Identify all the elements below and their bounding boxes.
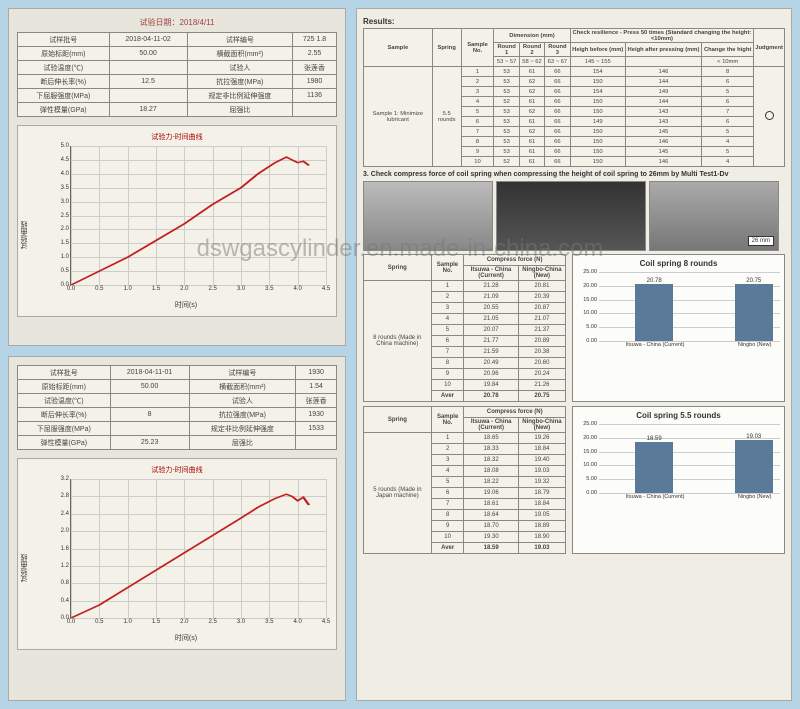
photo-1: [363, 181, 493, 251]
test-date: 试验日期：2018/4/11: [17, 17, 337, 28]
chart-1: 试验曲线 试验力-时间曲线 0.00.51.01.52.02.53.03.54.…: [17, 125, 337, 317]
photo-row: 26 mm: [363, 181, 785, 251]
photo-3: 26 mm: [649, 181, 779, 251]
test-report-2: 试样批号2018-04-11-01试样编号1930原始标距(mm)50.00横截…: [8, 356, 346, 701]
chart-side-label: 试验曲线: [20, 221, 30, 249]
results-page: Results: Sample Spring Sample No. Dimens…: [356, 8, 792, 701]
info-table-2: 试样批号2018-04-11-01试样编号1930原始标距(mm)50.00横截…: [17, 365, 337, 450]
bar-chart-5: Coil spring 5.5 rounds 0.005.0010.0015.0…: [572, 406, 785, 554]
chart-area: 0.00.51.01.52.02.53.03.54.04.55.00.00.51…: [70, 146, 326, 286]
compress-8-table: SpringSample No.Compress force (N) Itsuw…: [363, 254, 566, 402]
bar-chart-title: Coil spring 5.5 rounds: [577, 411, 780, 420]
chart-side-label: 试验曲线: [20, 554, 30, 582]
bar-area: 0.005.0010.0015.0020.0025.0020.78Itsuwa …: [599, 272, 780, 342]
height-marker: 26 mm: [748, 236, 774, 246]
bar-chart-title: Coil spring 8 rounds: [577, 259, 780, 268]
x-axis-title: 时间(s): [42, 633, 330, 643]
bar-area: 0.005.0010.0015.0020.0025.0018.59Itsuwa …: [599, 424, 780, 494]
info-table-1: 试样批号2018-04-11-02试样编号725 1.8原始标距(mm)50.0…: [17, 32, 337, 117]
bar-chart-8: Coil spring 8 rounds 0.005.0010.0015.002…: [572, 254, 785, 402]
compress-5-table: SpringSample No.Compress force (N) Itsuw…: [363, 406, 566, 554]
results-title: Results:: [363, 17, 785, 26]
chart-title: 试验力-时间曲线: [24, 465, 330, 475]
x-axis-title: 时间(s): [42, 300, 330, 310]
chart-area: 0.00.40.81.21.62.02.42.83.20.00.51.01.52…: [70, 479, 326, 619]
dimension-table: Sample Spring Sample No. Dimension (mm) …: [363, 28, 785, 167]
chart-title: 试验力-时间曲线: [24, 132, 330, 142]
section-3-title: 3. Check compress force of coil spring w…: [363, 171, 785, 178]
chart-2: 试验曲线 试验力-时间曲线 0.00.40.81.21.62.02.42.83.…: [17, 458, 337, 650]
test-report-1: 试验日期：2018/4/11 试样批号2018-04-11-02试样编号725 …: [8, 8, 346, 346]
photo-2: [496, 181, 646, 251]
